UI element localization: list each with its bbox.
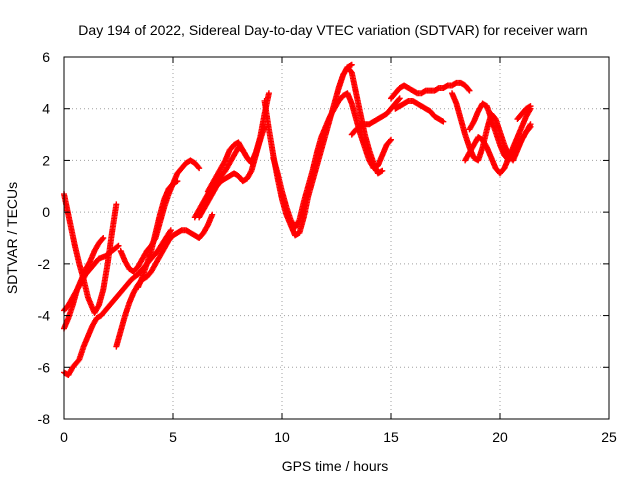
x-axis-label: GPS time / hours [282, 458, 389, 474]
data-point [379, 167, 386, 174]
data-point [265, 90, 272, 97]
data-series [466, 100, 534, 164]
plot-frame [63, 56, 610, 420]
data-point [295, 218, 302, 225]
y-tick-label: -4 [38, 308, 51, 324]
data-point [196, 165, 203, 172]
x-tick-label: 5 [169, 429, 177, 445]
data-point [100, 235, 107, 241]
data-point [527, 103, 534, 110]
x-tick-label: 10 [274, 429, 290, 445]
data-series [388, 79, 473, 102]
data-point [114, 243, 121, 250]
x-tick-label: 15 [383, 429, 399, 445]
data-point [247, 169, 254, 176]
data-series [204, 123, 268, 195]
data-series [135, 178, 181, 291]
data-series [61, 227, 174, 379]
data-point [113, 201, 120, 208]
x-tick-label: 25 [601, 429, 617, 445]
data-point [99, 236, 106, 243]
data-series [392, 97, 447, 125]
data-series [514, 103, 534, 123]
data-series [196, 136, 264, 221]
data-point [395, 96, 402, 103]
y-tick-label: 2 [42, 152, 50, 168]
data-point [174, 178, 181, 185]
y-tick-label: -2 [38, 256, 51, 272]
data-point [348, 61, 355, 68]
data-point [167, 227, 174, 234]
data-series [348, 95, 403, 138]
y-tick-label: 0 [42, 204, 50, 220]
data-point [95, 303, 102, 310]
y-tick-label: 6 [42, 49, 50, 65]
data-series [270, 90, 394, 231]
data-point [388, 136, 394, 143]
data-point [396, 95, 403, 102]
axis-ticks-layer: 0 5 10 15 20 25 -8 -6 -4 -2 0 2 4 6 [38, 49, 617, 445]
data-series [191, 90, 272, 221]
y-tick-label: 4 [42, 101, 50, 117]
x-tick-label: 0 [60, 429, 68, 445]
data-point [466, 87, 473, 94]
x-tick-label: 20 [492, 429, 508, 445]
data-point [167, 228, 174, 235]
data-point [526, 122, 533, 129]
data-point [440, 118, 447, 125]
data-point [465, 86, 472, 93]
y-tick-label: -8 [38, 411, 51, 427]
data-point [195, 164, 202, 171]
chart-title: Day 194 of 2022, Sidereal Day-to-day VTE… [78, 22, 587, 38]
y-tick-label: -6 [38, 359, 51, 375]
data-point [527, 121, 534, 128]
data-point [115, 242, 122, 249]
data-point [209, 211, 216, 218]
data-points-layer [61, 61, 534, 379]
data-point [387, 137, 394, 144]
y-axis-label: SDTVAR / TECUs [4, 182, 20, 294]
